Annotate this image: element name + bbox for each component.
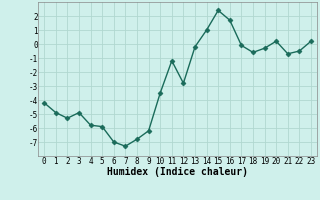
X-axis label: Humidex (Indice chaleur): Humidex (Indice chaleur): [107, 167, 248, 177]
